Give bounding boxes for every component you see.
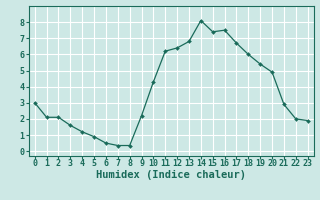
X-axis label: Humidex (Indice chaleur): Humidex (Indice chaleur) bbox=[96, 170, 246, 180]
